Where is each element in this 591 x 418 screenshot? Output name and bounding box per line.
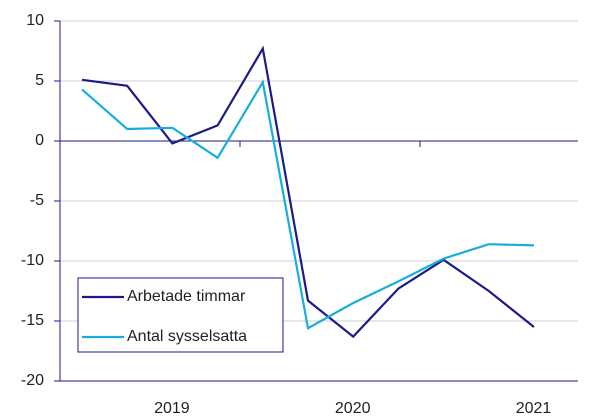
- legend-box: [77, 277, 284, 353]
- x-tick-label: 2020: [335, 400, 371, 417]
- y-tick-label: -15: [21, 312, 44, 329]
- y-tick-label: -20: [21, 372, 44, 389]
- y-tick-label: 5: [35, 72, 44, 89]
- legend-label: Arbetade timmar: [127, 288, 246, 305]
- line: [81, 79, 535, 330]
- x-tick-label: 2019: [154, 400, 190, 417]
- y-tick-label: 10: [26, 12, 44, 29]
- line: [81, 45, 535, 339]
- y-tick-label: -5: [30, 192, 44, 209]
- legend-label: Antal sysselsatta: [127, 328, 247, 345]
- y-tick-label: 0: [35, 132, 44, 149]
- x-tick-label: 2021: [516, 400, 552, 417]
- y-tick-label: -10: [21, 252, 44, 269]
